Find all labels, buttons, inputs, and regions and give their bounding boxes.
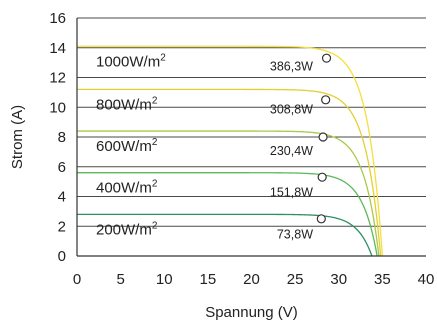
x-tick-label: 15 [200,271,217,288]
grid-lines [77,17,426,227]
x-axis-title: Spannung (V) [205,304,298,321]
power-label-2: 230,4W [270,144,313,158]
series-label-0: 1000W/m2 [96,52,166,70]
series-line-2 [77,130,380,257]
y-tick-label: 14 [49,40,66,57]
y-tick-label: 16 [49,10,66,27]
x-tick-label: 35 [374,271,391,288]
series-labels: 1000W/m2 386,3W 800W/m2 308,8W 600W/m2 230,4W… [96,52,313,241]
power-label-4: 73,8W [277,227,313,241]
mpp-marker-1 [321,95,331,105]
series-label-3: 400W/m2 [96,179,158,197]
y-tick-label: 6 [58,159,66,176]
x-tick-label: 5 [116,271,124,288]
power-label-3: 151,8W [270,186,313,200]
x-tick-label: 40 [418,271,435,288]
y-tick-label: 10 [49,99,66,116]
y-axis-title: Strom (A) [9,105,26,169]
x-tick-label: 20 [243,271,260,288]
mpp-marker-4 [316,214,326,224]
x-tick-label: 10 [156,271,173,288]
x-tick-label: 30 [330,271,347,288]
power-label-1: 308,8W [270,102,313,116]
axes: 0 2 4 6 8 10 12 14 16 0 5 10 15 20 25 30 35 40 [49,10,434,288]
y-tick-label: 12 [49,70,66,87]
mpp-marker-0 [321,53,332,63]
series-label-1: 800W/m2 [96,95,158,113]
series-label-2: 600W/m2 [96,137,158,155]
series-line-0 [77,45,384,257]
mpp-marker-3 [317,172,327,182]
mpp-markers [316,53,332,224]
power-label-0: 386,3W [270,59,313,73]
y-tick-label: 2 [58,218,66,235]
y-tick-label: 4 [58,189,66,206]
x-tick-label: 0 [73,271,81,288]
y-tick-label: 8 [58,129,66,146]
x-tick-label: 25 [287,271,304,288]
y-tick-label: 0 [58,248,66,265]
series-line-3 [77,172,378,257]
series-label-4: 200W/m2 [96,220,158,238]
mpp-marker-2 [318,132,328,142]
series-line-1 [77,88,382,257]
